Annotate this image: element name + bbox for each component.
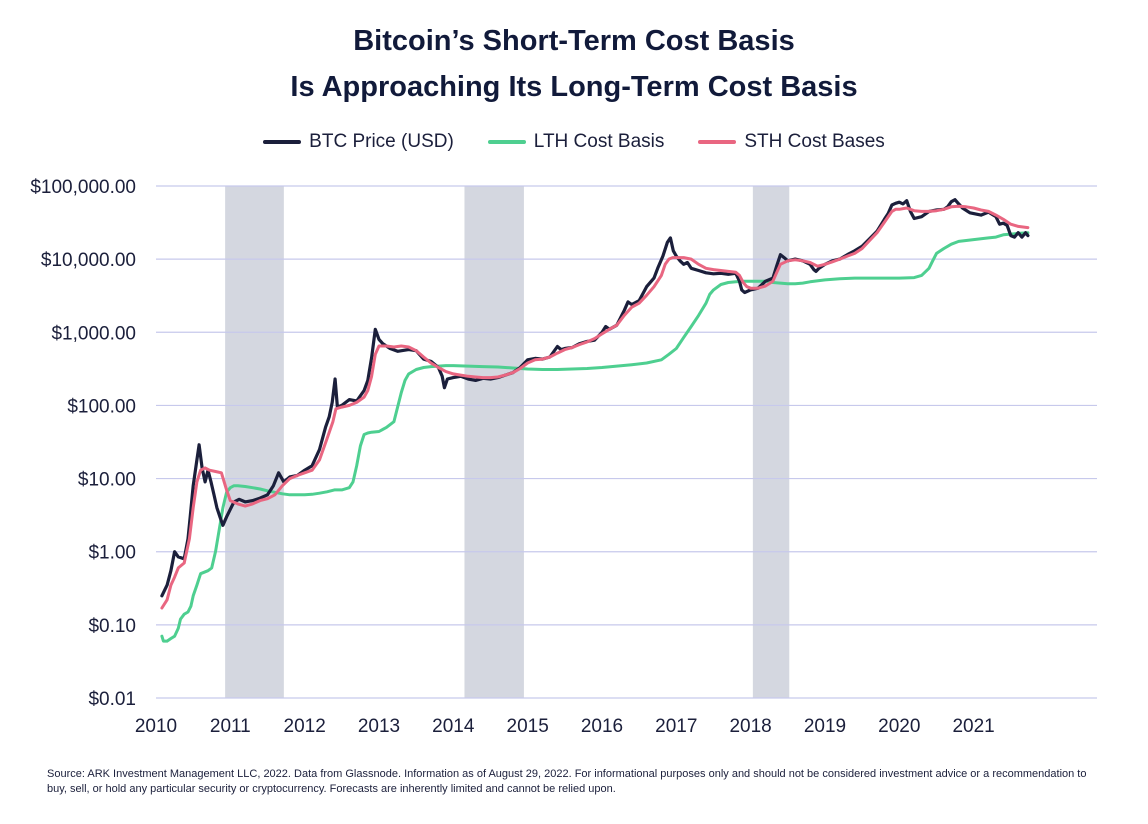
legend-label-btc-price: BTC Price (USD) — [309, 131, 454, 152]
source-footnote: Source: ARK Investment Management LLC, 2… — [47, 768, 1087, 795]
legend-item-btc-price: BTC Price (USD) — [263, 131, 454, 153]
y-tick-label: $10.00 — [78, 470, 136, 491]
x-axis-labels: 2010 2011 2012 2013 2014 2015 2016 2017 2018 2019… — [135, 716, 995, 737]
x-tick-label: 2020 — [878, 716, 920, 737]
legend-swatch-sth-cost-bases — [698, 140, 737, 144]
legend-swatch-lth-cost-basis — [487, 140, 526, 144]
x-tick-label: 2012 — [284, 716, 326, 737]
x-tick-label: 2021 — [952, 716, 994, 737]
x-tick-label: 2014 — [432, 716, 475, 737]
y-tick-label: $10,000.00 — [41, 250, 136, 271]
lth-cost-basis-line — [160, 231, 1030, 643]
y-tick-label: $0.10 — [88, 616, 136, 637]
x-tick-label: 2010 — [135, 716, 177, 737]
legend-label-sth-cost-bases: STH Cost Bases — [744, 131, 885, 152]
x-tick-label: 2017 — [655, 716, 697, 737]
recession-shading-group — [225, 186, 790, 698]
shaded-period-1 — [225, 186, 284, 698]
shaded-period-2 — [464, 186, 524, 698]
x-tick-label: 2019 — [804, 716, 846, 737]
series-group — [160, 198, 1030, 643]
chart-plot: $100,000.00 $10,000.00 $1,000.00 $100.00 $10… — [30, 177, 1097, 737]
x-tick-label: 2016 — [581, 716, 623, 737]
gridlines-group — [156, 185, 1097, 699]
chart-title-line-2: Is Approaching Its Long-Term Cost Basis — [290, 71, 858, 103]
x-tick-label: 2011 — [210, 716, 251, 737]
y-tick-label: $100,000.00 — [30, 177, 136, 198]
y-tick-label: $1,000.00 — [51, 323, 136, 344]
legend-swatch-btc-price — [263, 140, 302, 144]
legend-item-sth-cost-bases: STH Cost Bases — [698, 131, 885, 153]
sth-cost-bases-line — [160, 204, 1030, 610]
shaded-period-3 — [752, 186, 790, 698]
x-tick-label: 2013 — [358, 716, 400, 737]
chart-title-line-1: Bitcoin’s Short-Term Cost Basis — [353, 25, 795, 57]
y-axis-labels: $100,000.00 $10,000.00 $1,000.00 $100.00 $10… — [30, 177, 136, 710]
x-tick-label: 2015 — [507, 716, 549, 737]
x-tick-label: 2018 — [729, 716, 771, 737]
y-tick-label: $0.01 — [88, 689, 136, 710]
chart-title: Bitcoin’s Short-Term Cost Basis Is Appro… — [0, 18, 1148, 110]
legend-label-lth-cost-basis: LTH Cost Basis — [533, 131, 665, 152]
legend-item-lth-cost-basis: LTH Cost Basis — [487, 131, 665, 153]
y-tick-label: $1.00 — [88, 543, 136, 564]
btc-price-line — [160, 198, 1030, 598]
y-tick-label: $100.00 — [67, 396, 136, 417]
legend: BTC Price (USD) LTH Cost Basis STH Cost … — [0, 131, 1148, 153]
